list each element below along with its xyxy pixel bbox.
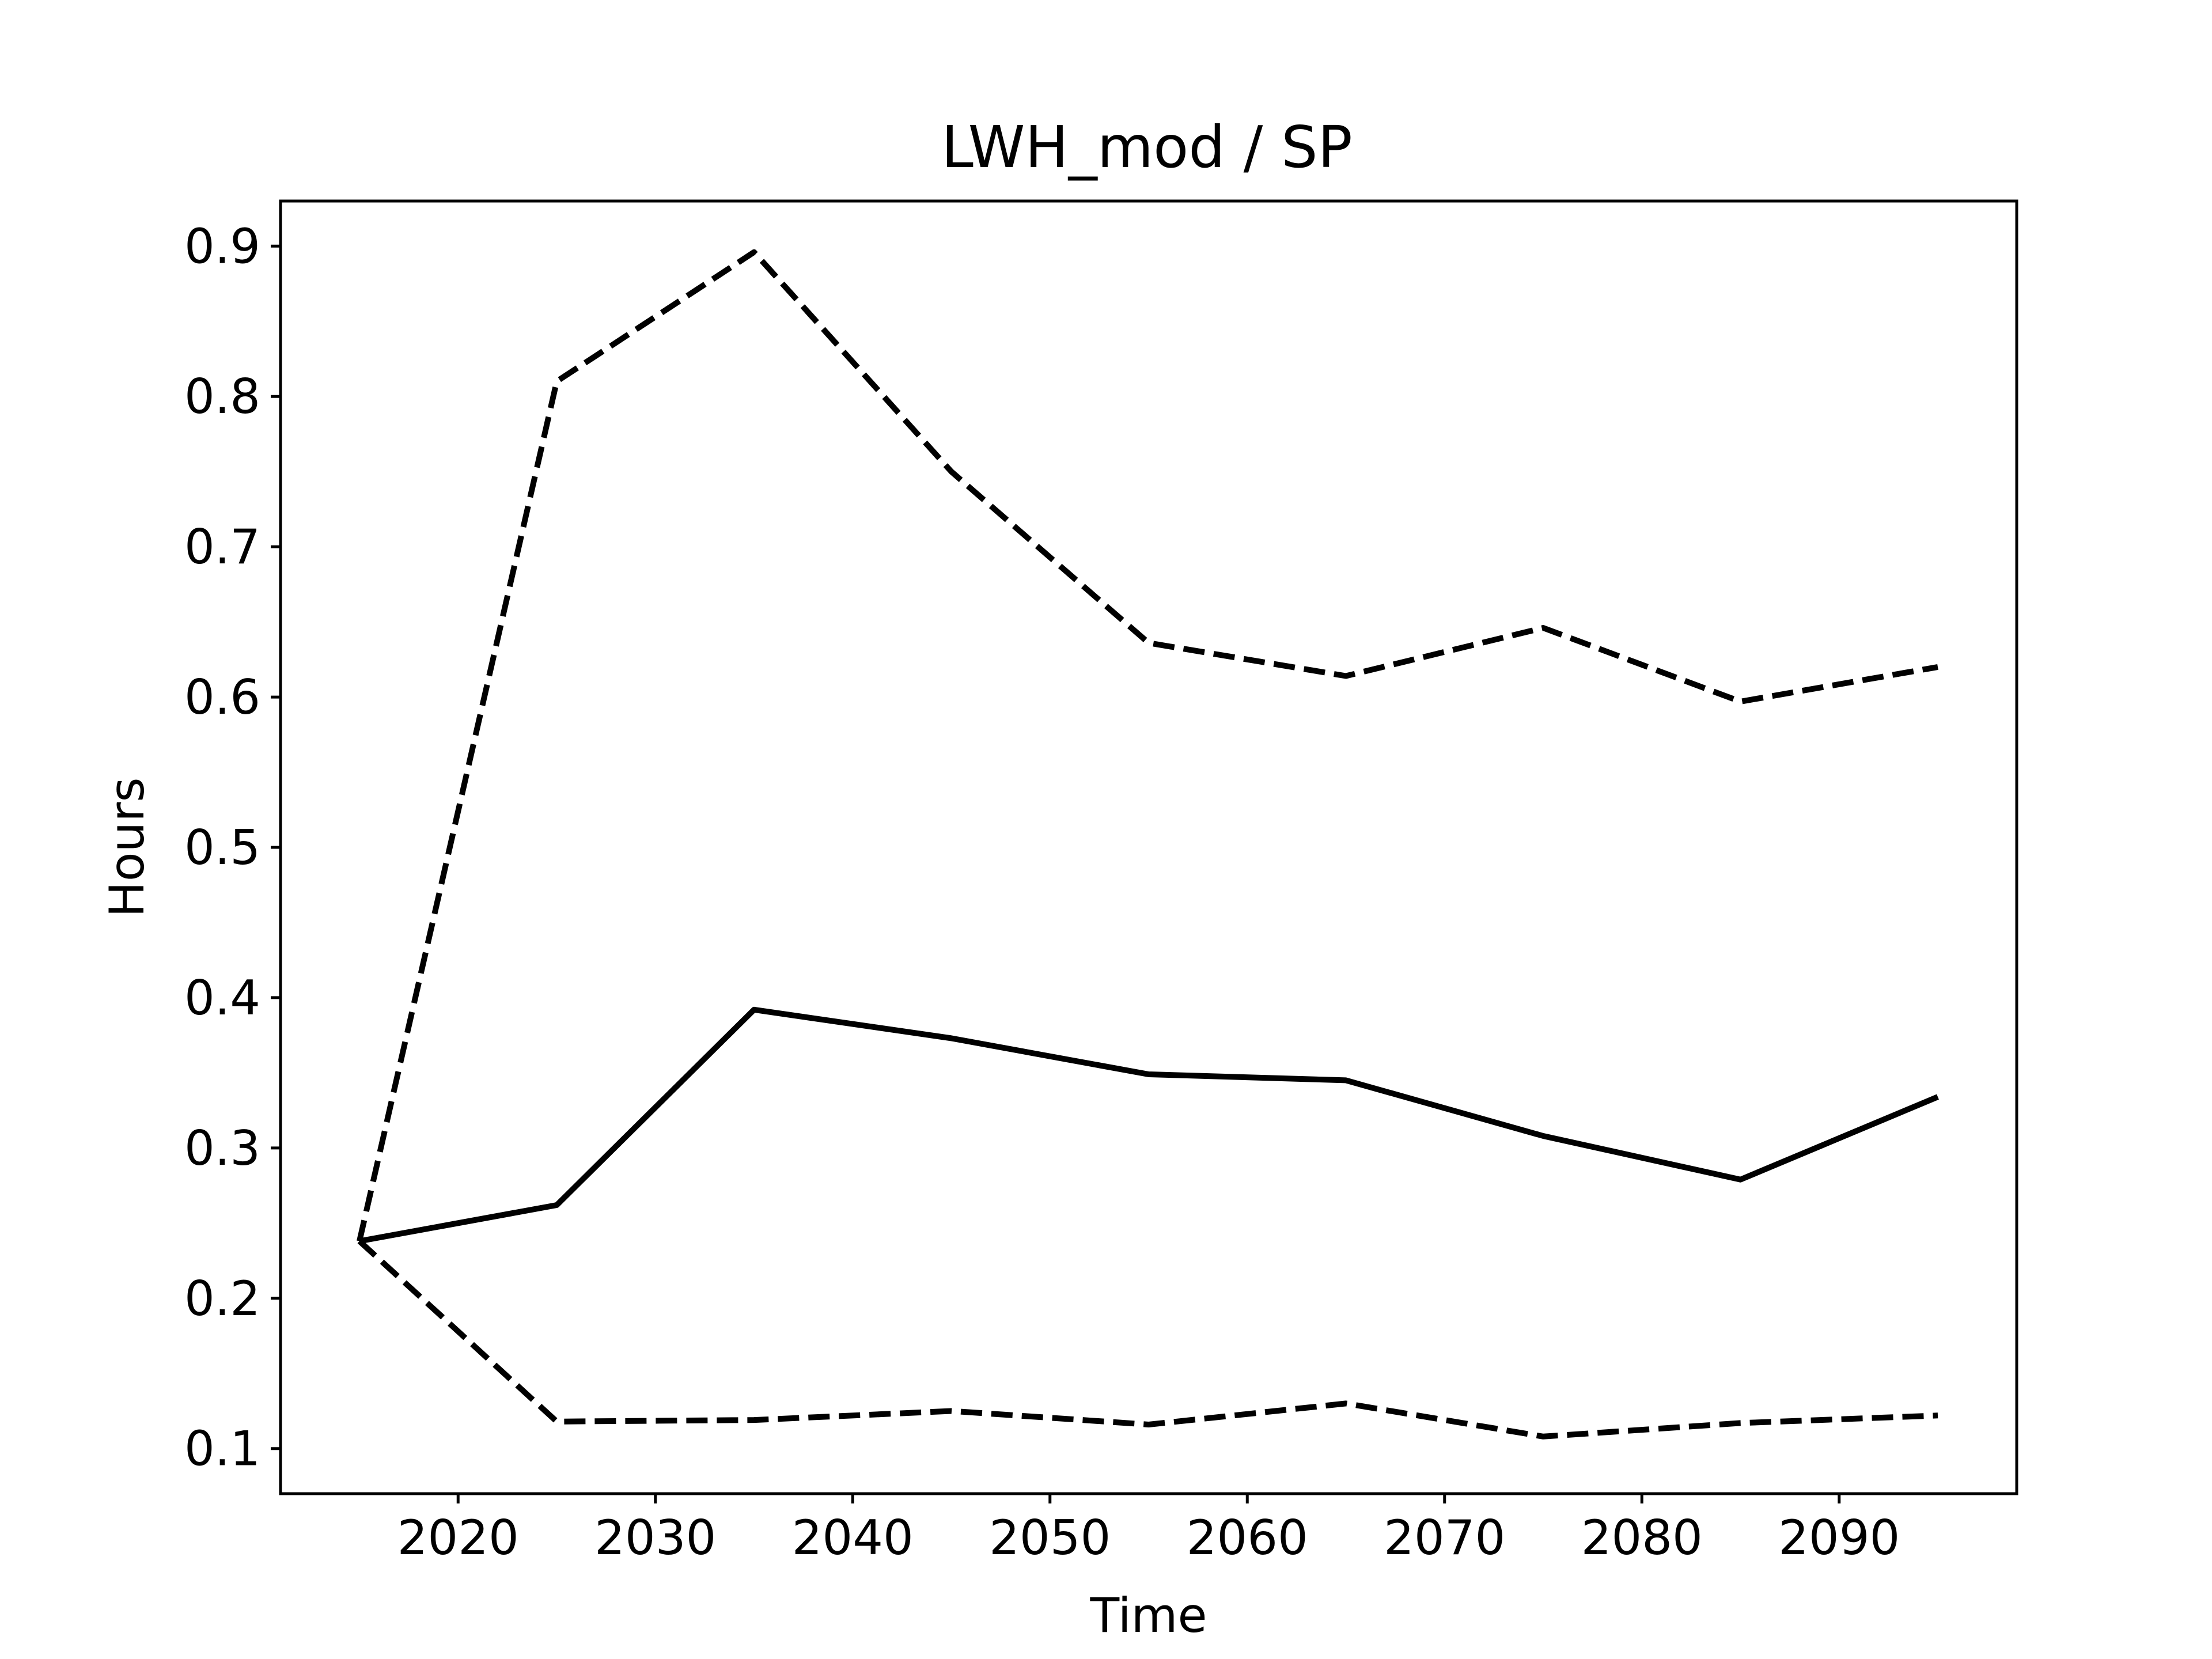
x-tick-label: 2090 — [1778, 1510, 1900, 1566]
y-tick-label: 0.8 — [184, 369, 260, 425]
y-tick-label: 0.2 — [184, 1271, 260, 1327]
y-tick-label: 0.7 — [184, 519, 260, 575]
series-layer — [357, 249, 1939, 1440]
y-tick-label: 0.5 — [184, 820, 260, 876]
x-tick-label: 2080 — [1581, 1510, 1703, 1566]
x-tick-label: 2060 — [1187, 1510, 1308, 1566]
y-tick-label: 0.9 — [184, 218, 260, 274]
x-tick-label: 2070 — [1384, 1510, 1505, 1566]
x-tick-label: 2030 — [594, 1510, 716, 1566]
x-tick-label: 2020 — [397, 1510, 519, 1566]
x-tick-label: 2040 — [792, 1510, 914, 1566]
x-axis-label: Time — [1089, 1588, 1207, 1643]
y-tick-label: 0.4 — [184, 970, 260, 1026]
y-tick-label: 0.3 — [184, 1120, 260, 1176]
y-tick-label: 0.1 — [184, 1421, 260, 1477]
series-line-3-dashed — [357, 1238, 1938, 1440]
x-axis: 2020 2030 2040 2050 2060 2070 2080 2090 — [397, 1494, 1900, 1566]
y-axis: 0.1 0.2 0.3 0.4 0.5 0.6 0.7 0.8 0.9 — [184, 218, 281, 1477]
series-line-1-solid — [359, 1006, 1939, 1244]
y-tick-label: 0.6 — [184, 669, 260, 725]
y-axis-label: Hours — [99, 777, 155, 917]
series-line-2-dashed — [357, 249, 1938, 1242]
chart-title: LWH_mod / SP — [941, 113, 1353, 181]
x-tick-label: 2050 — [989, 1510, 1111, 1566]
